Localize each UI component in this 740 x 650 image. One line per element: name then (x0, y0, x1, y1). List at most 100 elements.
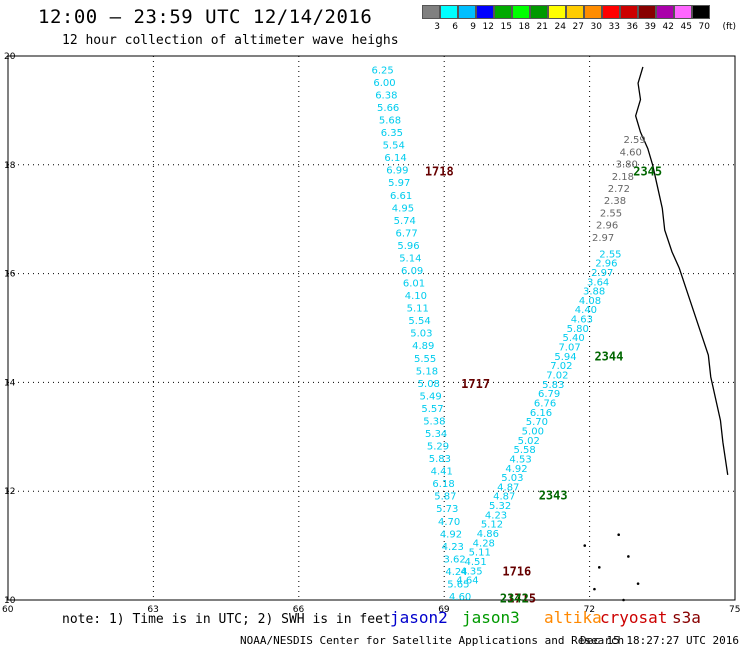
legend-swatch (692, 5, 710, 19)
legend-swatch (530, 5, 548, 19)
swh-value-track1: 4.24 (445, 567, 467, 578)
swh-value-track1: 4.92 (440, 529, 462, 540)
swh-value-track2: 4.63 (571, 315, 593, 326)
swh-value-track2: 4.87 (493, 492, 515, 503)
legend-label: 70 (698, 22, 710, 32)
satellite-s3a: s3a (672, 608, 701, 627)
swh-value-track2-low: 3.80 (616, 160, 638, 171)
legend-swatch (638, 5, 656, 19)
swh-value-track2: 4.28 (473, 538, 495, 549)
swh-value-track1: 4.70 (438, 517, 460, 528)
swh-value-track2: 5.32 (489, 501, 511, 512)
legend-swatch (674, 5, 692, 19)
swh-value-track1: 5.03 (410, 329, 432, 340)
swh-value-track2-low: 2.96 (596, 221, 618, 232)
swh-value-track2: 6.16 (530, 408, 552, 419)
page-title: 12:00 — 23:59 UTC 12/14/2016 (38, 6, 373, 28)
swh-value-track2: 2.96 (595, 259, 617, 270)
swh-value-track2: 5.70 (526, 417, 548, 428)
legend-swatch (458, 5, 476, 19)
swh-value-track1: 5.74 (394, 216, 416, 227)
legend-swatch (494, 5, 512, 19)
swh-value-track1: 6.35 (381, 128, 403, 139)
legend-swatch (476, 5, 494, 19)
swh-value-track2: 5.12 (481, 520, 503, 531)
swh-value-track1: 5.54 (408, 316, 430, 327)
swh-value-track2: 3.88 (583, 287, 605, 298)
satellite-cryosat: cryosat (600, 608, 668, 627)
swh-value-track2: 6.79 (538, 389, 560, 400)
satellite-jason3: jason3 (462, 608, 520, 627)
swh-value-track1: 4.60 (449, 592, 471, 603)
swh-value-track1: 5.87 (434, 492, 456, 503)
swh-value-track1: 5.55 (414, 354, 436, 365)
swh-value-track2: 6.76 (534, 398, 556, 409)
swh-value-track2: 4.51 (464, 557, 486, 568)
legend-swatch (602, 5, 620, 19)
swh-value-track1: 5.18 (416, 366, 438, 377)
swh-value-track2: 4.86 (477, 529, 499, 540)
lat-tick-label: 10 (4, 596, 16, 606)
legend-label: 27 (572, 22, 584, 32)
swh-value-track2-low: 2.38 (604, 196, 626, 207)
satellite-jason2: jason2 (390, 608, 448, 627)
color-legend (422, 5, 710, 19)
legend-swatch (584, 5, 602, 19)
island-mark (593, 587, 596, 591)
lon-tick-label: 66 (293, 605, 305, 615)
legend-label: 30 (590, 22, 602, 32)
swh-value-track2: 7.02 (550, 361, 572, 372)
swh-value-track2-low: 2.55 (600, 208, 622, 219)
legend-label: (ft) (722, 22, 736, 32)
legend-label: 3 (434, 22, 440, 32)
island-mark (617, 533, 620, 537)
footer-timestamp: Dec 15 18:27:27 UTC 2016 (580, 634, 739, 647)
swh-value-track2: 2.55 (599, 249, 621, 260)
legend-swatch (422, 5, 440, 19)
lon-tick-label: 75 (729, 605, 740, 615)
lon-tick-label: 60 (2, 605, 14, 615)
swh-value-track1: 4.89 (412, 341, 434, 352)
time-label: 1715 (507, 592, 536, 606)
swh-value-track1: 5.83 (429, 454, 451, 465)
swh-value-track2-low: 2.97 (592, 233, 614, 244)
time-label: 2345 (633, 165, 662, 179)
swh-value-track2: 5.83 (542, 380, 564, 391)
swh-value-track2: 7.07 (558, 343, 580, 354)
swh-value-track2: 5.80 (567, 324, 589, 335)
coastline (634, 66, 729, 475)
swh-value-track2-low: 2.59 (624, 135, 646, 146)
swh-value-track1: 4.23 (442, 542, 464, 553)
swh-value-track1: 5.65 (447, 579, 469, 590)
legend-label: 45 (680, 22, 692, 32)
swh-value-track1: 5.11 (407, 304, 429, 315)
lon-tick-label: 72 (584, 605, 595, 615)
swh-value-track1: 4.95 (392, 203, 414, 214)
swh-value-track2-low: 2.18 (612, 172, 634, 183)
swh-value-track2: 4.92 (505, 464, 527, 475)
swh-value-track2: 3.64 (587, 277, 609, 288)
legend-swatch (548, 5, 566, 19)
note-text: note: 1) Time is in UTC; 2) SWH is in fe… (62, 612, 391, 627)
swh-value-track1: 5.38 (423, 416, 445, 427)
legend-swatch (620, 5, 638, 19)
swh-value-track1: 6.25 (372, 65, 394, 76)
swh-value-track2: 5.94 (554, 352, 576, 363)
swh-value-track1: 6.14 (384, 153, 406, 164)
legend-swatch (512, 5, 530, 19)
footer-credit: NOAA/NESDIS Center for Satellite Applica… (240, 634, 625, 647)
time-label: 1716 (502, 565, 531, 579)
swh-value-track1: 6.09 (401, 266, 423, 277)
legend-swatch (656, 5, 674, 19)
swh-value-track1: 5.08 (418, 379, 440, 390)
swh-value-track2: 5.40 (563, 333, 585, 344)
swh-value-track1: 6.01 (403, 279, 425, 290)
swh-value-track2: 4.23 (485, 510, 507, 521)
swh-value-track1: 4.10 (405, 291, 427, 302)
map-frame (7, 55, 736, 601)
swh-value-track1: 6.18 (432, 479, 454, 490)
legend-label: 21 (536, 22, 548, 32)
swh-value-track2: 7.02 (546, 371, 568, 382)
swh-value-track1: 4.41 (431, 467, 453, 478)
legend-label: 15 (500, 22, 512, 32)
